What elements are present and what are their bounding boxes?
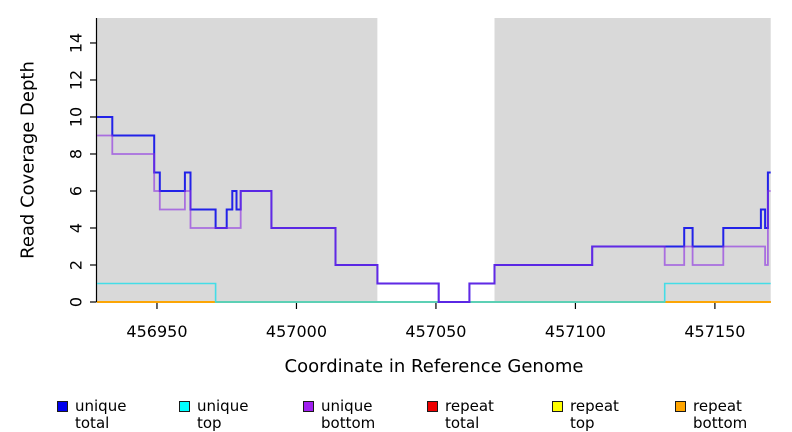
y-axis-title: Read Coverage Depth [17, 61, 39, 259]
legend-label: unique total [75, 397, 127, 432]
y-tick-label: 14 [66, 32, 86, 54]
x-tick-label: 457000 [265, 322, 327, 341]
x-tick-label: 457050 [405, 322, 467, 341]
x-axis-title: Coordinate in Reference Genome [284, 356, 584, 377]
y-tick-label: 6 [66, 185, 86, 197]
y-tick-label: 8 [66, 148, 86, 160]
x-tick-label: 457100 [544, 322, 606, 341]
legend-swatch-icon [179, 401, 190, 412]
legend-label: repeat bottom [693, 397, 748, 432]
legend-label: repeat total [445, 397, 494, 432]
y-tick-label: 2 [66, 259, 86, 271]
y-tick-label: 4 [66, 222, 86, 234]
legend-label: unique bottom [321, 397, 376, 432]
legend-swatch-icon [303, 401, 314, 412]
legend-label: repeat top [570, 397, 619, 432]
legend-label: unique top [197, 397, 249, 432]
unshaded-band [377, 18, 495, 302]
y-tick-label: 0 [66, 296, 86, 308]
legend: unique total unique top unique bottom repea… [0, 398, 792, 432]
legend-swatch-icon [552, 401, 563, 412]
legend-swatch-icon [57, 401, 68, 412]
legend-swatch-icon [675, 401, 686, 412]
x-tick-label: 456950 [126, 322, 188, 341]
y-tick-label: 10 [66, 106, 86, 128]
legend-swatch-icon [427, 401, 438, 412]
series-line-unique-bottom [97, 134, 771, 303]
x-tick-label: 457150 [684, 322, 746, 341]
y-tick-label: 12 [66, 69, 86, 91]
